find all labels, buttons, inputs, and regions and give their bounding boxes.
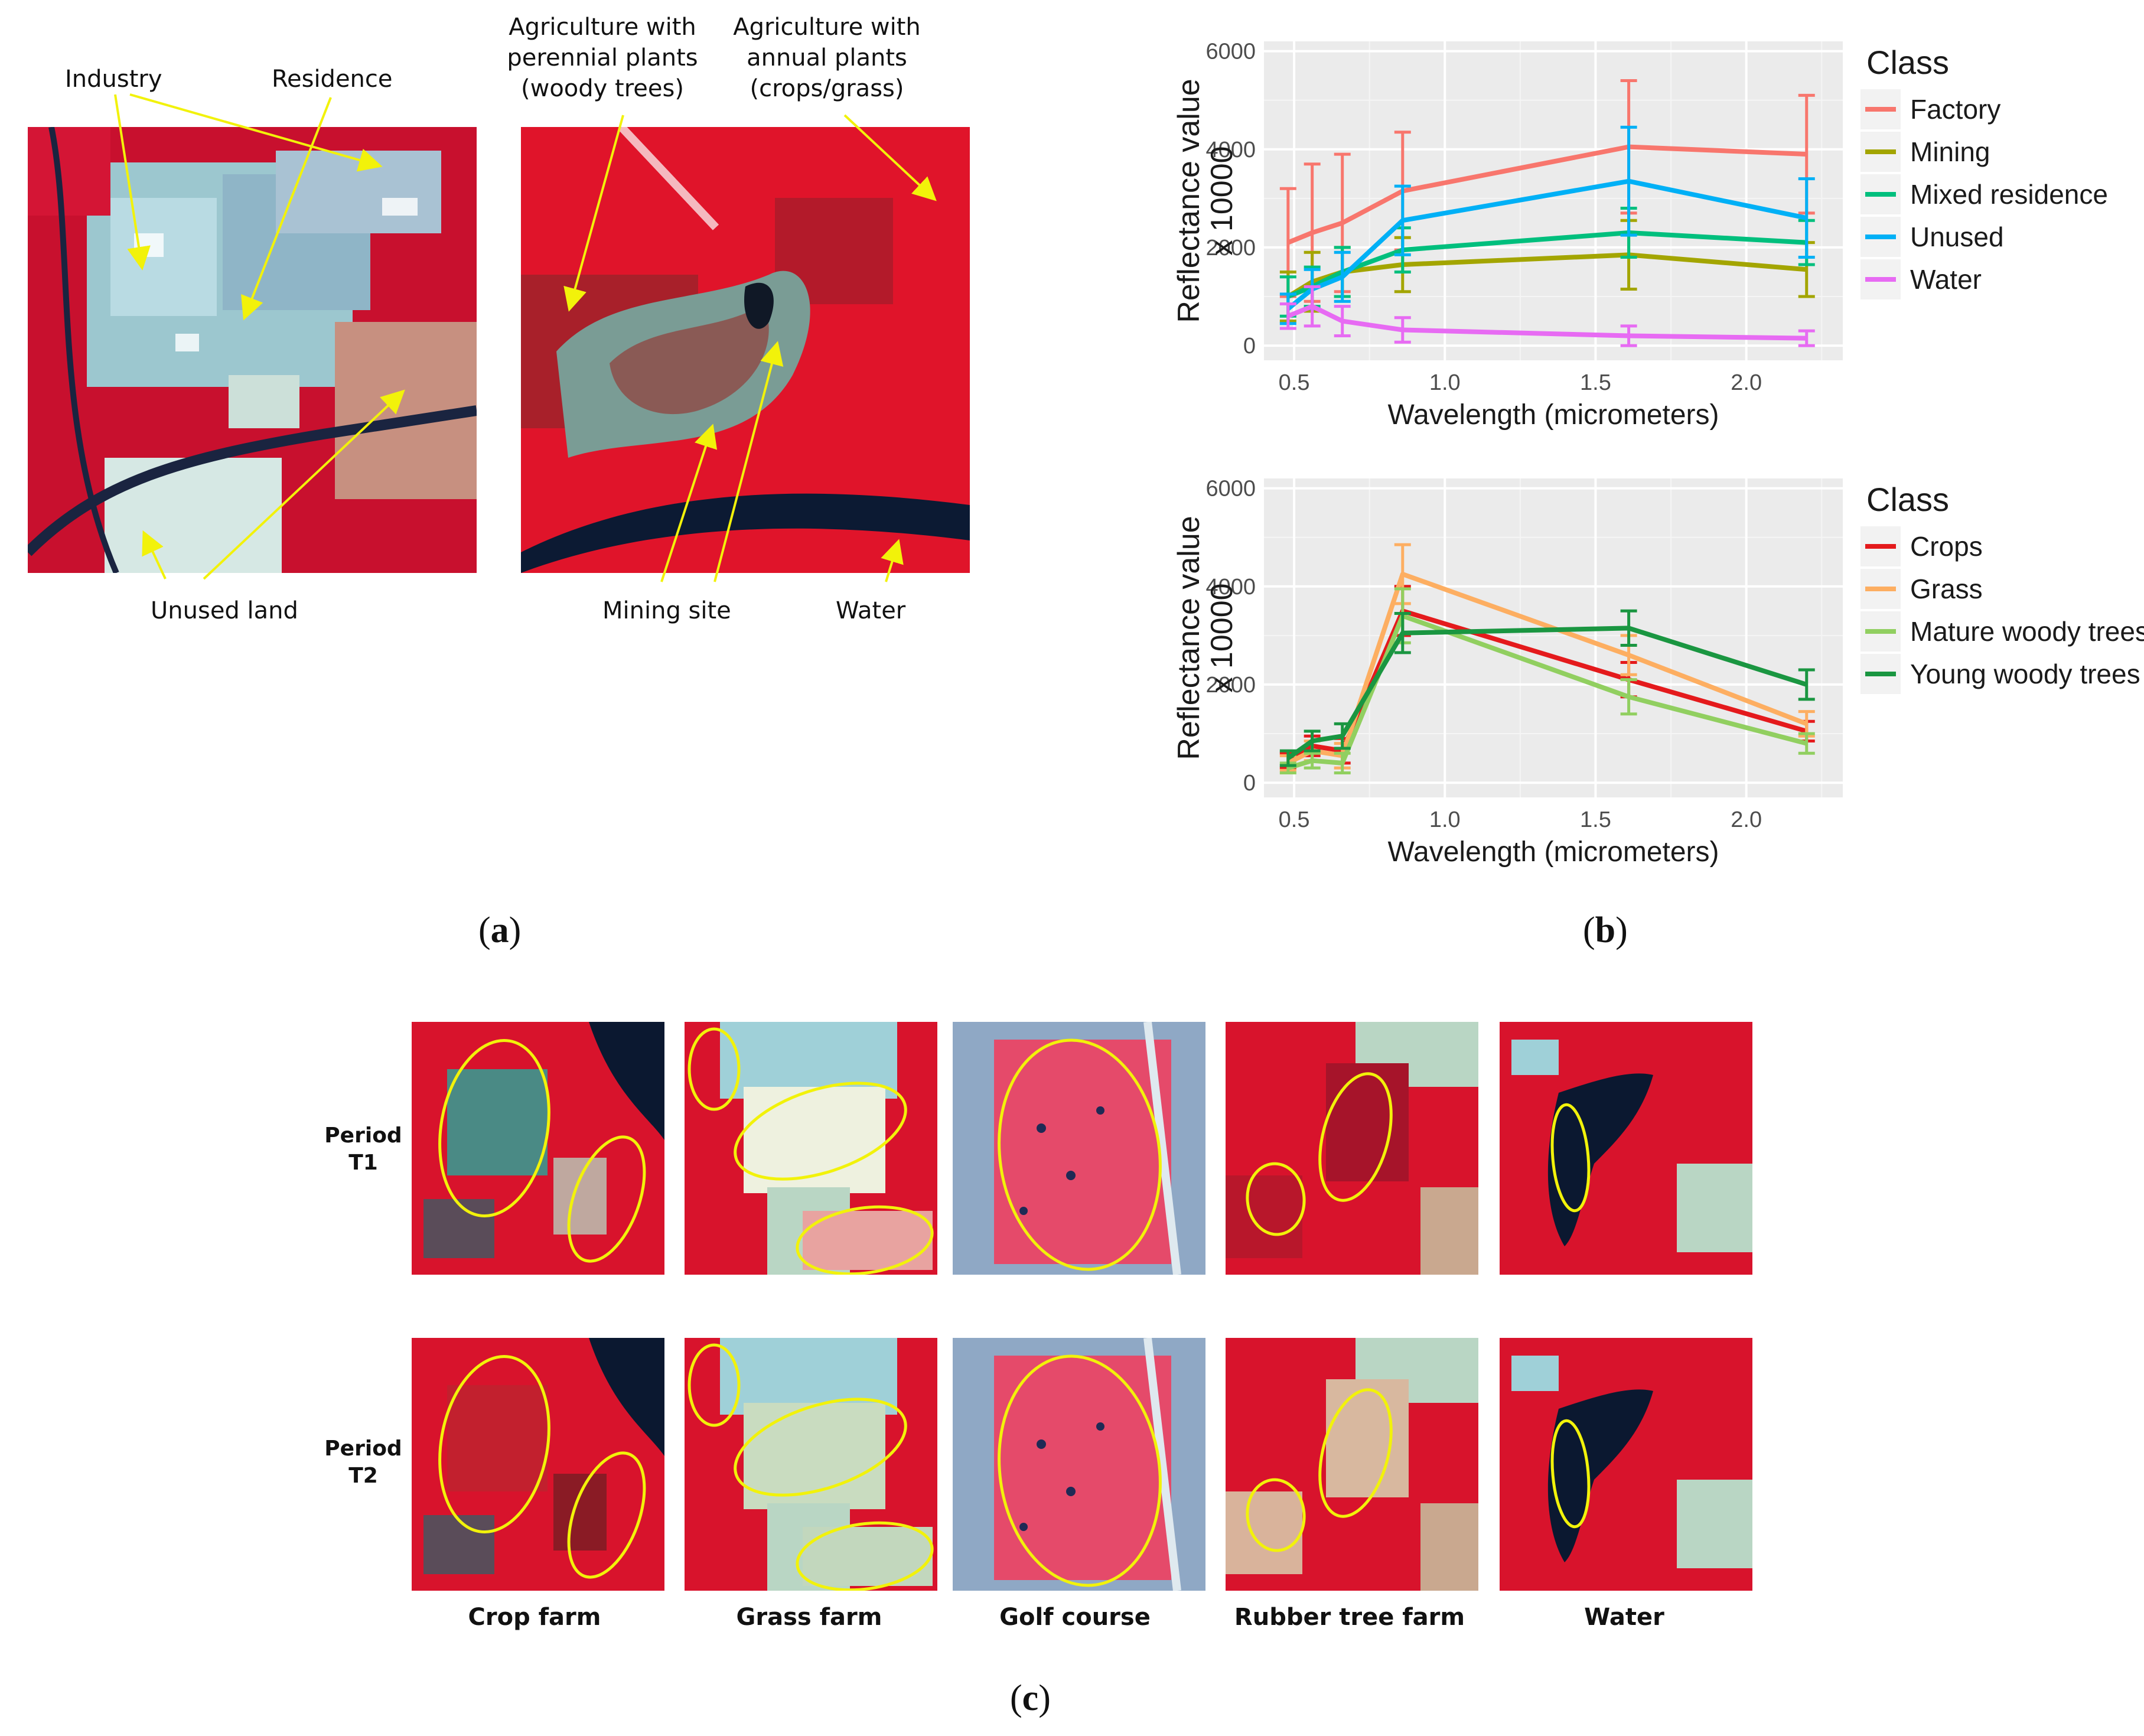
annotation-arrows [114, 93, 937, 582]
y-axis-label-line: Reflectance value [1172, 79, 1206, 323]
col-label-crop-farm: Crop farm [468, 1604, 601, 1631]
spectral-chart-vegetation: 0 2000 4000 6000 0.5 1.0 1.5 2.0 Wavelength (mic… [1172, 477, 2144, 868]
x-tick-label: 1.0 [1429, 370, 1461, 395]
x-tick-label: 2.0 [1731, 807, 1762, 832]
water-scene [1500, 1022, 1752, 1275]
x-tick-label: 1.5 [1580, 807, 1611, 832]
plot-background [1264, 478, 1843, 797]
rubber-tree-farm-image-t1 [1226, 1022, 1478, 1275]
legend-title: Class [1866, 44, 1949, 81]
mining-site-label: Mining site [602, 597, 731, 624]
agri-annual-line-3: (crops/grass) [750, 75, 904, 102]
y-tick-label: 2000 [1205, 673, 1256, 698]
row-label-t2-line-2: T2 [348, 1464, 378, 1488]
col-label-water: Water [1584, 1604, 1664, 1631]
industry-label: Industry [65, 66, 162, 93]
crop-farm-image-t2 [412, 1338, 664, 1591]
water-image-t2 [1500, 1338, 1752, 1591]
series-line [1286, 252, 1807, 299]
water-scene [1500, 1338, 1752, 1591]
y-tick-label: 4000 [1205, 138, 1256, 162]
x-tick-label: 1.5 [1580, 370, 1611, 395]
agri-perennial-line-3: (woody trees) [521, 75, 684, 102]
panel-b-label: (b) [1583, 910, 1628, 950]
x-tick-label: 0.5 [1279, 370, 1310, 395]
panel-c-label: (c) [1010, 1678, 1051, 1718]
y-axis-label-line: x 10000 [1205, 583, 1239, 692]
y-tick-label: 0 [1243, 771, 1256, 796]
residence-label: Residence [272, 66, 393, 93]
y-tick-label: 4000 [1205, 575, 1256, 600]
series-line [1287, 613, 1807, 770]
series-line [1287, 144, 1807, 245]
crop-farm-scene [412, 1022, 664, 1275]
col-label-rubber-tree-farm: Rubber tree farm [1234, 1604, 1465, 1631]
y-tick-label: 6000 [1205, 40, 1256, 64]
grass-farm-image-t1 [685, 1022, 937, 1275]
x-axis-label: Wavelength (micrometers) [1387, 836, 1719, 868]
urban-satellite-image [28, 127, 477, 573]
water-label: Water [836, 597, 906, 624]
golf-course-scene [953, 1338, 1205, 1591]
row-label-t2-line-1: Period [324, 1437, 402, 1461]
agriculture-satellite-image [521, 127, 970, 573]
plot-background [1264, 41, 1843, 360]
y-axis-label-line: Reflectance value [1172, 516, 1206, 760]
panel-a-label: (a) [478, 910, 522, 950]
legend-label: Young woody trees [1910, 659, 2140, 689]
series-young-woody-trees [1279, 609, 1815, 767]
y-tick-label: 2000 [1205, 236, 1256, 260]
agri-annual-label: Agriculture with annual plants (crops/gr… [726, 12, 927, 104]
col-label-golf-course: Golf course [999, 1604, 1151, 1631]
x-tick-label: 2.0 [1731, 370, 1762, 395]
rubber-tree-farm-image-t2 [1226, 1338, 1478, 1591]
row-label-t1-line-2: T1 [348, 1151, 378, 1175]
series-line [1286, 626, 1807, 760]
y-axis-label-line: x 10000 [1205, 146, 1239, 255]
rubber-tree-farm-scene [1226, 1022, 1478, 1275]
legend-label: Water [1910, 264, 1982, 295]
golf-course-image-t2 [953, 1338, 1205, 1591]
crop-farm-scene [412, 1338, 664, 1591]
series-water [1279, 285, 1815, 347]
legend-label: Unused [1910, 222, 2004, 252]
golf-course-image-t1 [953, 1022, 1205, 1275]
legend-label: Crops [1910, 531, 1983, 562]
rubber-tree-farm-scene [1226, 1338, 1478, 1591]
col-label-grass-farm: Grass farm [736, 1604, 882, 1631]
x-tick-label: 0.5 [1279, 807, 1310, 832]
unused-land-label: Unused land [151, 597, 298, 624]
crop-farm-image-t1 [412, 1022, 664, 1275]
grass-farm-scene [685, 1022, 937, 1275]
legend-label: Mining [1910, 136, 1990, 167]
grass-farm-image-t2 [685, 1338, 937, 1591]
agri-perennial-line-1: Agriculture with [509, 14, 696, 41]
grass-farm-scene [685, 1338, 937, 1591]
agri-perennial-line-2: perennial plants [507, 44, 698, 71]
agri-perennial-label: Agriculture with perennial plants (woody… [502, 12, 703, 104]
legend-label: Mature woody trees [1910, 616, 2144, 647]
row-label-t2: Period T2 [298, 1435, 428, 1490]
x-tick-label: 1.0 [1429, 807, 1461, 832]
golf-course-scene [953, 1022, 1205, 1275]
legend-title: Class [1866, 481, 1949, 518]
spectral-chart-builtup: 0 2000 4000 6000 0.5 1.0 1.5 2.0 Wavelength (mic… [1172, 40, 2108, 431]
water-image-t1 [1500, 1022, 1752, 1275]
row-label-t1-line-1: Period [324, 1123, 402, 1148]
legend-label: Grass [1910, 574, 1983, 604]
series-line [1287, 304, 1807, 341]
agri-annual-line-1: Agriculture with [733, 14, 921, 41]
legend-label: Mixed residence [1910, 179, 2108, 210]
legend-label: Factory [1910, 94, 2000, 125]
series-line [1286, 178, 1807, 311]
series-line [1287, 230, 1807, 299]
y-tick-label: 6000 [1205, 477, 1256, 501]
agri-annual-line-2: annual plants [747, 44, 907, 71]
row-label-t1: Period T1 [298, 1122, 428, 1177]
y-tick-label: 0 [1243, 334, 1256, 359]
x-axis-label: Wavelength (micrometers) [1387, 399, 1719, 431]
